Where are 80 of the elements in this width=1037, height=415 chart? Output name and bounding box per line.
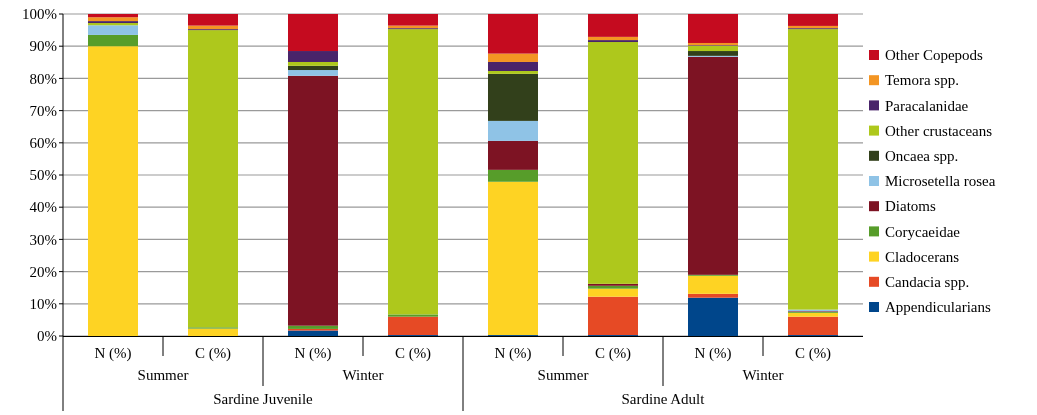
legend-label: Microsetella rosea xyxy=(885,173,996,190)
bar xyxy=(488,61,538,71)
x-tick-label: C (%) xyxy=(394,345,432,362)
x-tick-label: N (%) xyxy=(694,345,732,362)
bar xyxy=(288,61,338,66)
x-tick-label: N (%) xyxy=(94,345,132,362)
legend-label: Corycaeidae xyxy=(885,223,961,240)
bar xyxy=(788,14,838,26)
bar xyxy=(488,14,538,54)
y-tick-label: 70% xyxy=(29,102,57,119)
bar xyxy=(588,14,638,37)
y-tick-label: 10% xyxy=(29,296,57,313)
bar xyxy=(588,296,638,336)
legend-label: Cladocerans xyxy=(885,248,960,265)
bar xyxy=(88,25,138,35)
bar xyxy=(288,14,338,52)
bar xyxy=(88,34,138,47)
bar xyxy=(688,297,738,336)
bar xyxy=(388,314,438,317)
legend-label: Candacia spp. xyxy=(885,274,970,291)
bar xyxy=(288,51,338,62)
bar xyxy=(588,42,638,284)
text: Sardine Adult xyxy=(621,391,706,407)
bar xyxy=(88,46,138,336)
text: Winter xyxy=(342,367,384,383)
bar xyxy=(88,17,138,22)
y-tick-label: 50% xyxy=(29,167,57,184)
bar xyxy=(788,312,838,317)
y-tick-label: 80% xyxy=(29,70,57,87)
x-tick-label: C (%) xyxy=(194,345,232,362)
legend-label: Other Copepods xyxy=(885,47,984,64)
bar xyxy=(288,330,338,336)
text: Summer xyxy=(537,367,589,383)
bar xyxy=(688,275,738,294)
x-tick-label: C (%) xyxy=(594,345,632,362)
text: Summer xyxy=(137,367,189,383)
text: Sardine Juvenile xyxy=(213,391,314,407)
y-tick-label: 0% xyxy=(37,328,57,345)
y-tick-label: 40% xyxy=(29,199,57,216)
bar xyxy=(388,316,438,336)
legend-label: Diatoms xyxy=(885,198,936,215)
bar xyxy=(788,316,838,336)
x-tick-label: C (%) xyxy=(794,345,832,362)
y-tick-label: 90% xyxy=(29,38,57,55)
bar xyxy=(588,36,638,41)
y-tick-label: 60% xyxy=(29,135,57,152)
legend-label: Temora spp. xyxy=(885,72,959,89)
bar xyxy=(288,65,338,71)
bar xyxy=(288,70,338,76)
bar xyxy=(188,30,238,328)
bar xyxy=(88,14,138,18)
x-tick-label: N (%) xyxy=(494,345,532,362)
bar xyxy=(488,70,538,74)
legend-label: Oncaea spp. xyxy=(885,148,959,165)
bar xyxy=(188,328,238,336)
bar xyxy=(488,140,538,170)
bar xyxy=(688,45,738,52)
bar xyxy=(488,53,538,62)
bar xyxy=(488,181,538,336)
legend-label: Other crustaceans xyxy=(885,122,993,139)
bar xyxy=(488,120,538,141)
legend-label: Paracalanidae xyxy=(885,97,969,114)
bar xyxy=(188,14,238,26)
y-tick-label: 30% xyxy=(29,231,57,248)
text: Winter xyxy=(742,367,784,383)
bar xyxy=(688,14,738,43)
bar xyxy=(488,73,538,121)
bar xyxy=(788,29,838,310)
bar xyxy=(688,293,738,298)
bar xyxy=(288,75,338,326)
bar xyxy=(388,29,438,315)
x-tick-label: N (%) xyxy=(294,345,332,362)
bar xyxy=(688,51,738,56)
bar xyxy=(688,56,738,275)
legend-label: Appendicularians xyxy=(885,299,991,316)
y-tick-label: 100% xyxy=(22,6,57,23)
bar xyxy=(588,288,638,297)
y-tick-label: 20% xyxy=(29,263,57,280)
bar xyxy=(488,169,538,182)
bar xyxy=(388,14,438,26)
